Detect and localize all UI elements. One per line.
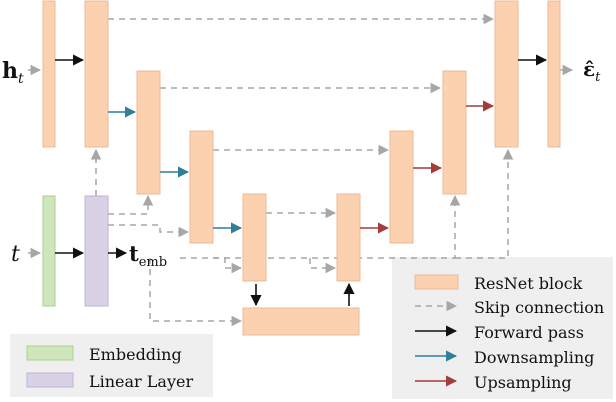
legend-left: Embedding Linear Layer	[26, 345, 193, 391]
embedding-block	[42, 195, 56, 307]
up-block-3	[389, 130, 414, 244]
h-t-label: ht	[2, 58, 24, 87]
legend-resnet-label: ResNet block	[474, 274, 583, 293]
blocks	[42, 0, 561, 336]
linear-layer-block	[84, 195, 109, 307]
temb-to-up3	[430, 194, 461, 259]
legend-forward-label: Forward pass	[474, 323, 584, 342]
forward-arrows	[55, 54, 548, 307]
legend-linear-swatch	[26, 372, 74, 388]
input-block	[42, 0, 56, 148]
output-block	[547, 0, 561, 148]
temb-to-up4	[309, 258, 337, 274]
legend-up-label: Upsampling	[474, 373, 572, 392]
downsampling-arrows	[108, 106, 243, 234]
legend-skip-label: Skip connection	[474, 298, 604, 317]
bottleneck-block	[242, 307, 360, 336]
skip-connections	[28, 13, 574, 327]
down-block-4	[242, 193, 267, 282]
legend-right: ResNet block Skip connection Forward pas…	[414, 274, 604, 392]
down-block-1	[84, 0, 109, 148]
t-label: t	[11, 242, 20, 267]
temb-to-up2	[455, 148, 514, 259]
legend-embedding-label: Embedding	[89, 345, 182, 364]
up-block-1	[494, 0, 519, 148]
up-block-2	[442, 70, 467, 195]
temb-to-block2	[108, 194, 154, 215]
t-emb-label: temb	[129, 241, 167, 270]
down-block-2	[136, 70, 161, 195]
temb-to-block4	[213, 257, 243, 274]
eps-t-label: ε̂t	[583, 57, 601, 85]
legend-embedding-swatch	[26, 345, 74, 361]
legend-resnet-swatch	[414, 274, 459, 290]
up-block-4	[336, 193, 361, 282]
upsampling-arrows	[360, 100, 495, 234]
down-block-3	[189, 130, 214, 244]
legend-linear-label: Linear Layer	[89, 372, 193, 391]
temb-to-bottleneck	[149, 258, 243, 327]
legend-down-label: Downsampling	[474, 348, 594, 367]
temb-to-block3	[108, 224, 190, 238]
